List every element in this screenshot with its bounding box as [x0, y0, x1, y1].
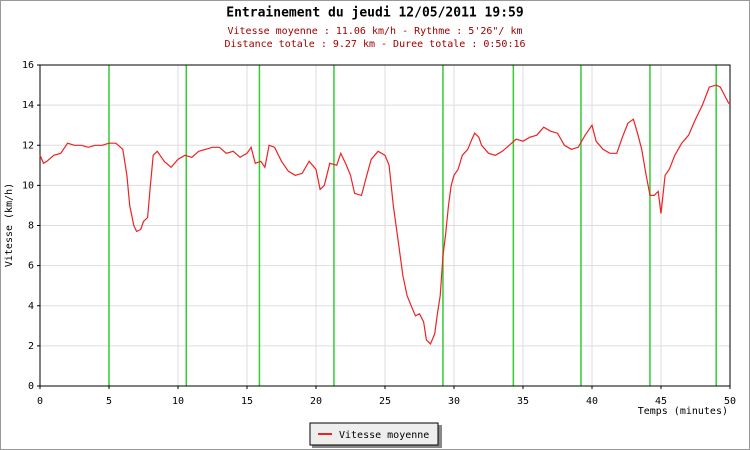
x-tick-label: 0 — [37, 396, 43, 407]
x-tick-label: 50 — [724, 396, 736, 407]
x-tick-label: 40 — [586, 396, 598, 407]
line-series — [39, 84, 730, 345]
x-tick-label: 45 — [655, 396, 667, 407]
y-tick-label: 8 — [28, 221, 34, 232]
y-axis-label: Vitesse (km/h) — [4, 183, 15, 267]
y-tick-label: 4 — [28, 301, 34, 312]
subtitle: Vitesse moyenne : 11.06 km/h - Rythme : … — [227, 26, 522, 37]
y-tick-label: 0 — [28, 381, 34, 392]
legend-label: Vitesse moyenne — [339, 430, 429, 441]
y-tick-label: 16 — [22, 60, 34, 71]
legend-box — [309, 422, 439, 446]
x-tick-label: 10 — [172, 396, 184, 407]
y-tick-label: 2 — [28, 341, 34, 352]
x-tick-label: 25 — [379, 396, 391, 407]
y-tick-label: 12 — [22, 140, 34, 151]
x-axis-label: Temps (minutes) — [638, 406, 728, 417]
x-tick-label: 30 — [448, 396, 460, 407]
x-tick-label: 35 — [517, 396, 529, 407]
chart-title: Entrainement du jeudi 12/05/2011 19:59 — [226, 6, 523, 21]
x-tick-label: 20 — [310, 396, 322, 407]
x-tick-label: 15 — [241, 396, 253, 407]
plot-border — [39, 64, 731, 387]
x-tick-label: 5 — [106, 396, 112, 407]
y-tick-label: 6 — [28, 261, 34, 272]
subtitle: Distance totale : 9.27 km - Duree totale… — [224, 39, 525, 50]
y-tick-label: 14 — [22, 100, 34, 111]
y-tick-label: 10 — [22, 180, 34, 191]
